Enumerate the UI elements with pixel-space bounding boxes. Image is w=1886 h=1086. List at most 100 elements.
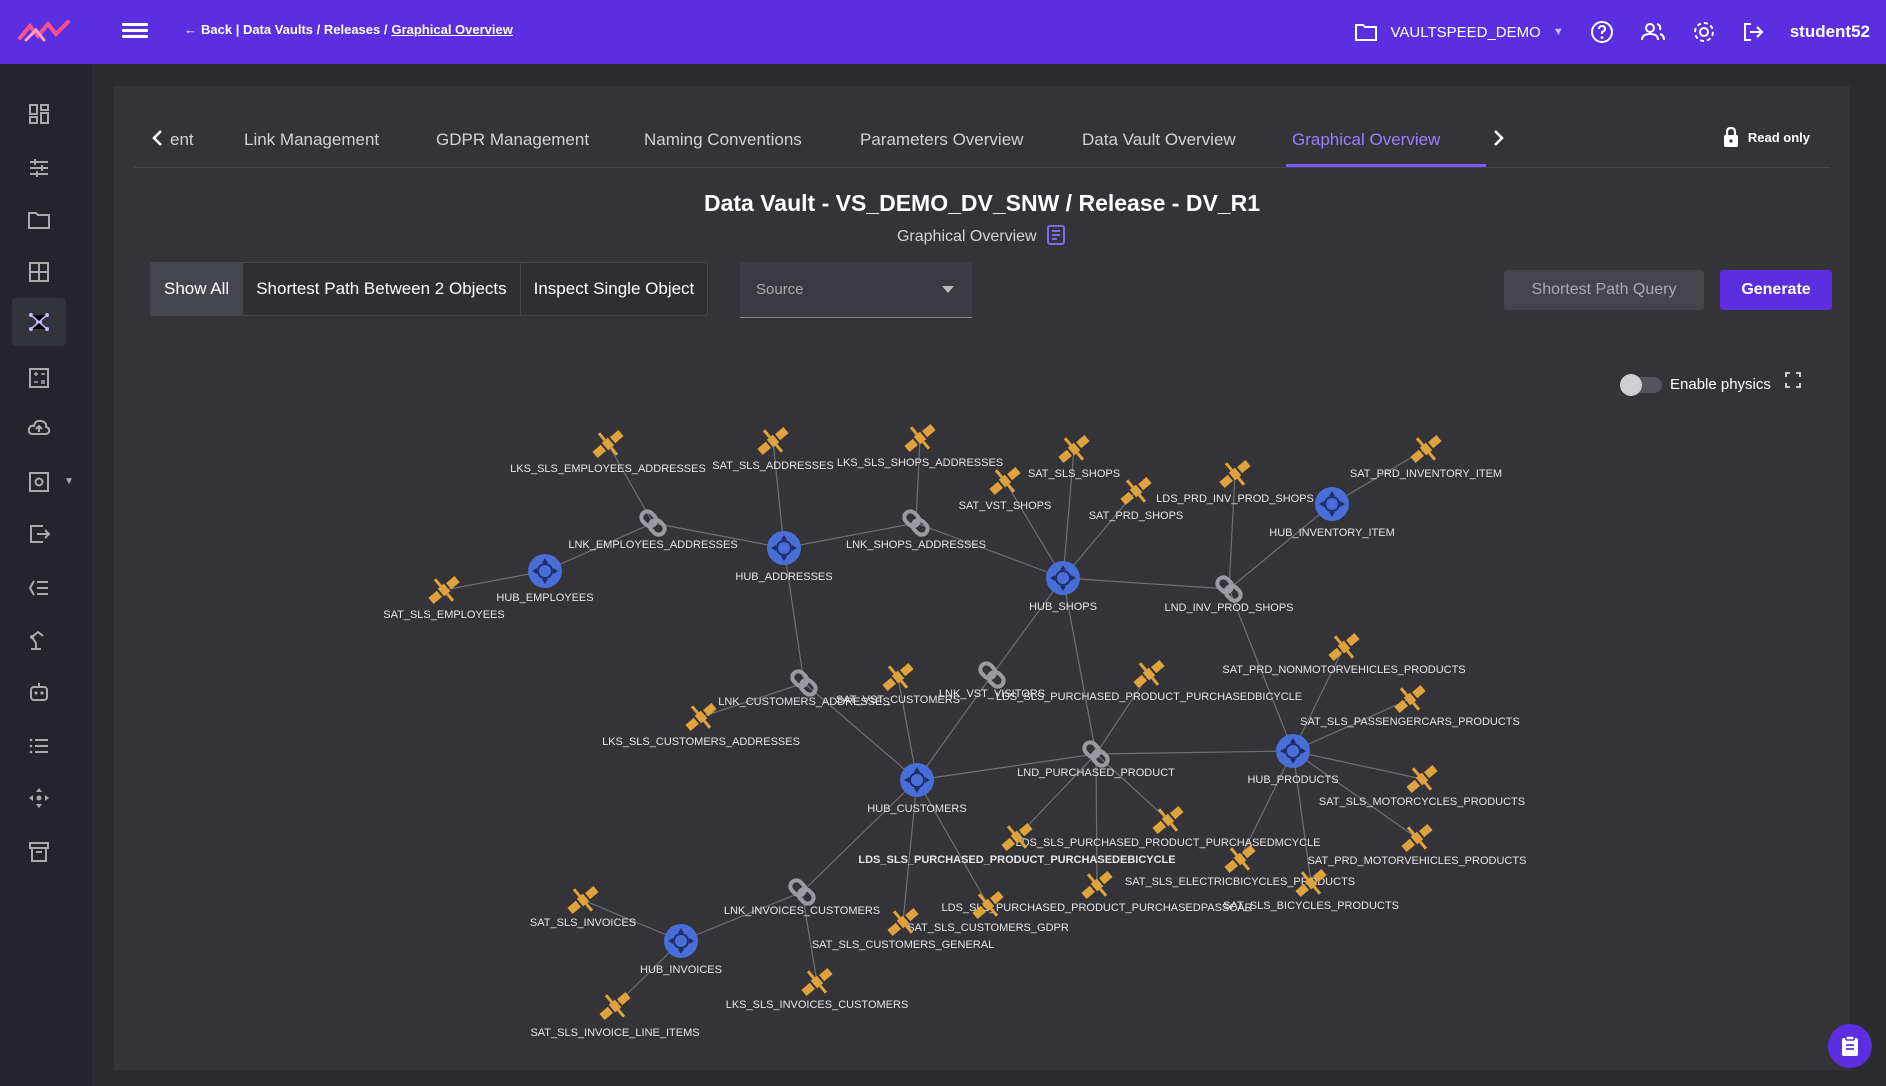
sidebar-item-graph[interactable] xyxy=(12,298,66,346)
tab-graphical-overview[interactable]: Graphical Overview xyxy=(1292,130,1441,149)
shortest-path-query-button[interactable]: Shortest Path Query xyxy=(1504,270,1704,310)
settings-icon[interactable] xyxy=(1692,20,1716,44)
username[interactable]: student52 xyxy=(1789,22,1870,41)
chevron-left-icon[interactable] xyxy=(148,126,168,150)
workspace-selector[interactable]: VAULTSPEED_DEMO ▼ xyxy=(1354,22,1564,42)
folder-icon xyxy=(1355,24,1378,41)
node-sat-sls-employees[interactable]: SAT_SLS_EMPLOYEES xyxy=(383,568,505,621)
sidebar-item-export[interactable] xyxy=(12,510,66,558)
node-hub-addresses[interactable]: HUB_ADDRESSES xyxy=(735,531,833,583)
sidebar-item-robot[interactable] xyxy=(12,668,66,716)
hub-icon xyxy=(1046,561,1080,595)
node-sat-sls-bicycles-products[interactable]: SAT_SLS_BICYCLES_PRODUCTS xyxy=(1223,861,1399,912)
node-hub-customers[interactable]: HUB_CUSTOMERS xyxy=(867,763,967,815)
sidebar-item-move[interactable] xyxy=(12,774,66,822)
node-sat-vst-shops[interactable]: SAT_VST_SHOPS xyxy=(959,459,1052,512)
node-lnk-customers-addresses[interactable]: LNK_CUSTOMERS_ADDRESSES xyxy=(718,669,890,708)
sidebar-item-folder[interactable] xyxy=(12,196,66,244)
node-sat-sls-shops[interactable]: SAT_SLS_SHOPS xyxy=(1028,427,1120,480)
help-icon[interactable] xyxy=(1590,20,1614,44)
node-label: SAT_SLS_CUSTOMERS_GDPR xyxy=(907,922,1069,934)
logout-icon[interactable] xyxy=(1742,21,1764,43)
node-lds-sls-purchased-product-purchasedpasscar[interactable]: LDS_SLS_PURCHASED_PRODUCT_PURCHASEDPASSC… xyxy=(942,863,1253,914)
tab-gdpr-management[interactable]: GDPR Management xyxy=(436,130,590,149)
node-hub-inventory-item[interactable]: HUB_INVENTORY_ITEM xyxy=(1269,487,1395,539)
node-hub-shops[interactable]: HUB_SHOPS xyxy=(1029,561,1097,613)
node-lks-sls-invoices-customers[interactable]: LKS_SLS_INVOICES_CUSTOMERS xyxy=(726,960,909,1011)
node-hub-products[interactable]: HUB_PRODUCTS xyxy=(1247,734,1339,786)
menu-icon[interactable] xyxy=(122,20,148,44)
node-hub-employees[interactable]: HUB_EMPLOYEES xyxy=(496,554,594,604)
document-icon[interactable] xyxy=(1045,224,1067,246)
tab-parameters-overview[interactable]: Parameters Overview xyxy=(860,130,1024,149)
back-arrow-icon[interactable]: ← xyxy=(184,22,197,37)
node-sat-sls-invoices[interactable]: SAT_SLS_INVOICES xyxy=(530,878,636,929)
sidebar-item-grid[interactable] xyxy=(12,248,66,296)
current-breadcrumb[interactable]: Graphical Overview xyxy=(391,22,513,37)
physics-toggle[interactable] xyxy=(1620,373,1662,396)
tab-ent[interactable]: ent xyxy=(170,130,194,149)
node-lds-sls-purchased-product-purchasedmcycle[interactable]: LDS_SLS_PURCHASED_PRODUCT_PURCHASEDMCYCL… xyxy=(1015,798,1321,849)
node-lds-prd-inv-prod-shops[interactable]: LDS_PRD_INV_PROD_SHOPS xyxy=(1156,452,1314,505)
workspace-name: VAULTSPEED_DEMO xyxy=(1390,23,1541,41)
edge-hub-customers-to-lnk-invoices-customers xyxy=(801,779,918,893)
node-label: SAT_SLS_EMPLOYEES xyxy=(383,609,504,621)
node-lks-sls-shops-addresses[interactable]: LKS_SLS_SHOPS_ADDRESSES xyxy=(837,416,1003,469)
node-sat-sls-invoice-line-items[interactable]: SAT_SLS_INVOICE_LINE_ITEMS xyxy=(530,984,700,1039)
node-sat-prd-shops[interactable]: SAT_PRD_SHOPS xyxy=(1089,469,1184,522)
satellite-icon xyxy=(1120,477,1152,505)
node-sat-sls-motorcycles-products[interactable]: SAT_SLS_MOTORCYCLES_PRODUCTS xyxy=(1319,757,1525,808)
tab-link-management[interactable]: Link Management xyxy=(244,130,380,149)
inspect-single-object-button[interactable]: Inspect Single Object xyxy=(533,279,695,298)
source-select[interactable]: Source xyxy=(740,262,972,318)
node-sat-prd-inventory-item[interactable]: SAT_PRD_INVENTORY_ITEM xyxy=(1350,427,1502,480)
node-lnd-inv-prod-shops[interactable]: LND_INV_PROD_SHOPS xyxy=(1165,575,1294,614)
sidebar-item-sliders[interactable] xyxy=(12,144,66,192)
node-sat-sls-electricbicycles-products[interactable]: SAT_SLS_ELECTRICBICYCLES_PRODUCTS xyxy=(1125,837,1355,888)
sidebar-item-cloud-upload[interactable] xyxy=(12,404,66,452)
node-sat-sls-customers-gdpr[interactable]: SAT_SLS_CUSTOMERS_GDPR xyxy=(907,883,1069,934)
node-lks-sls-employees-addresses[interactable]: LKS_SLS_EMPLOYEES_ADDRESSES xyxy=(510,422,706,475)
generate-button[interactable]: Generate xyxy=(1720,270,1832,310)
sidebar-item-list[interactable] xyxy=(12,722,66,770)
vaultspeed-logo[interactable] xyxy=(0,0,92,64)
back-link[interactable]: Back | Data Vaults / Releases / xyxy=(201,22,388,37)
users-icon[interactable] xyxy=(1640,20,1666,44)
physics-toggle-group: Enable physics xyxy=(1620,373,1771,396)
node-lks-sls-customers-addresses[interactable]: LKS_SLS_CUSTOMERS_ADDRESSES xyxy=(602,695,800,748)
node-sat-vst-customers[interactable]: SAT_VST_CUSTOMERS xyxy=(836,655,960,706)
node-sat-sls-customers-general[interactable]: SAT_SLS_CUSTOMERS_GENERAL xyxy=(812,900,994,951)
edge-lnd-inv-prod-shops-to-hub-inventory-item xyxy=(1228,503,1333,590)
chat-button[interactable] xyxy=(1828,1024,1872,1068)
sidebar-item-settings-box[interactable]: ▼ xyxy=(12,458,74,506)
edge-lds-sls-purchased-product-purchasedbicycle-to-lnd-purchased-product xyxy=(1095,673,1150,755)
node-label: LKS_SLS_EMPLOYEES_ADDRESSES xyxy=(510,463,706,475)
node-sat-prd-nonmotorvehicles-products[interactable]: SAT_PRD_NONMOTORVEHICLES_PRODUCTS xyxy=(1222,625,1466,676)
chevron-right-icon[interactable] xyxy=(1488,126,1508,150)
shortest-path-mode-button[interactable]: Shortest Path Between 2 Objects xyxy=(243,263,521,315)
sidebar-item-list-filter[interactable] xyxy=(12,564,66,612)
show-all-button[interactable]: Show All xyxy=(151,263,244,315)
fullscreen-icon[interactable] xyxy=(1784,371,1802,389)
sidebar-item-archive[interactable] xyxy=(12,828,66,876)
graph-nodes: HUB_EMPLOYEES HUB_ADDRESSES HUB_SHOPS HUB_I… xyxy=(383,416,1527,1039)
sidebar-item-calculator[interactable] xyxy=(12,354,66,402)
node-lnk-invoices-customers[interactable]: LNK_INVOICES_CUSTOMERS xyxy=(724,878,880,917)
node-hub-invoices[interactable]: HUB_INVOICES xyxy=(640,924,722,976)
node-sat-sls-addresses[interactable]: SAT_SLS_ADDRESSES xyxy=(712,419,834,472)
node-lds-sls-purchased-product-purchasedebicycle[interactable]: LDS_SLS_PURCHASED_PRODUCT_PURCHASEDEBICY… xyxy=(858,815,1176,866)
node-sat-prd-motorvehicles-products[interactable]: SAT_PRD_MOTORVEHICLES_PRODUCTS xyxy=(1308,816,1527,867)
node-lnk-vst-visitors[interactable]: LNK_VST_VISITORS xyxy=(939,661,1045,700)
tab-data-vault-overview[interactable]: Data Vault Overview xyxy=(1082,130,1236,149)
tab-naming-conventions[interactable]: Naming Conventions xyxy=(644,130,802,149)
node-lnd-purchased-product[interactable]: LND_PURCHASED_PRODUCT xyxy=(1017,740,1175,779)
node-label: SAT_SLS_BICYCLES_PRODUCTS xyxy=(1223,900,1399,912)
node-lds-sls-purchased-product-purchasedbicycle[interactable]: LDS_SLS_PURCHASED_PRODUCT_PURCHASEDBICYC… xyxy=(996,652,1302,703)
node-lnk-shops-addresses[interactable]: LNK_SHOPS_ADDRESSES xyxy=(846,509,986,551)
node-sat-sls-passengercars-products[interactable]: SAT_SLS_PASSENGERCARS_PRODUCTS xyxy=(1300,677,1520,728)
node-lnk-employees-addresses[interactable]: LNK_EMPLOYEES_ADDRESSES xyxy=(568,509,738,551)
hub-icon xyxy=(528,554,562,588)
satellite-icon xyxy=(1295,869,1327,897)
sidebar-item-robot-arm[interactable] xyxy=(12,616,66,664)
sidebar-item-dashboard[interactable] xyxy=(12,90,66,138)
